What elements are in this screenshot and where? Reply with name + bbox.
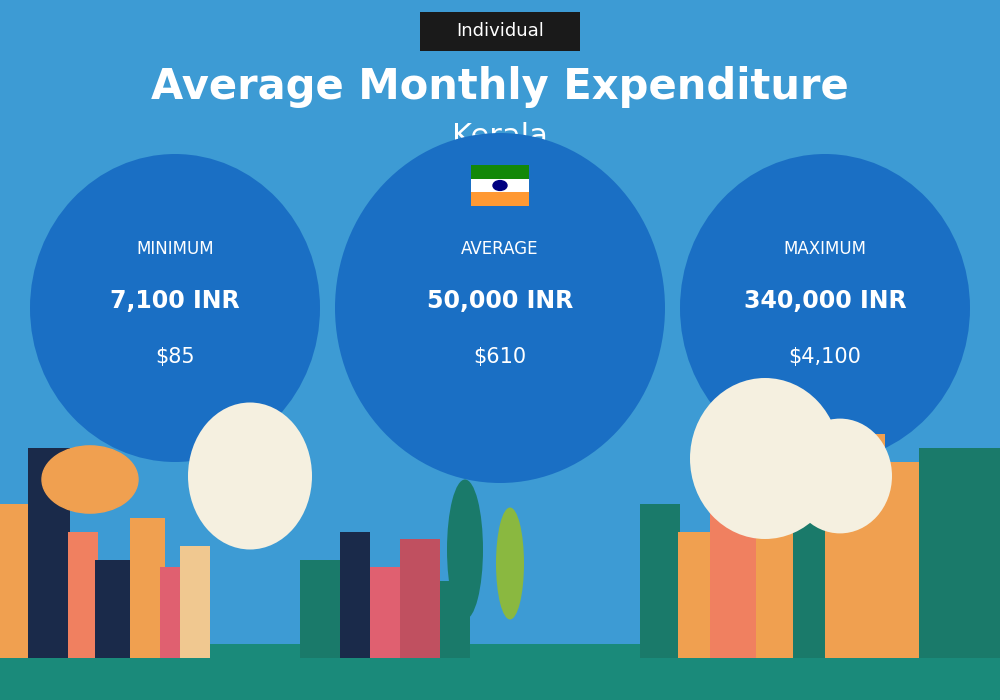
Text: $4,100: $4,100 xyxy=(789,347,861,367)
Ellipse shape xyxy=(496,508,524,620)
Text: AVERAGE: AVERAGE xyxy=(461,239,539,258)
Bar xyxy=(28,448,70,658)
Ellipse shape xyxy=(788,419,892,533)
Bar xyxy=(340,532,370,658)
Text: MAXIMUM: MAXIMUM xyxy=(784,239,866,258)
Ellipse shape xyxy=(335,133,665,483)
Bar xyxy=(370,567,405,658)
FancyBboxPatch shape xyxy=(420,12,580,51)
Ellipse shape xyxy=(447,480,483,620)
Text: Average Monthly Expenditure: Average Monthly Expenditure xyxy=(151,66,849,108)
Bar xyxy=(471,165,529,178)
Text: Kerala: Kerala xyxy=(452,122,548,151)
Ellipse shape xyxy=(188,402,312,550)
Text: Individual: Individual xyxy=(456,22,544,41)
Bar xyxy=(919,448,1000,658)
Bar xyxy=(180,546,210,658)
Bar xyxy=(160,567,185,658)
Text: 7,100 INR: 7,100 INR xyxy=(110,289,240,313)
Bar xyxy=(400,539,440,658)
Text: $85: $85 xyxy=(155,347,195,367)
Bar xyxy=(882,462,922,658)
Circle shape xyxy=(493,181,507,190)
Text: 340,000 INR: 340,000 INR xyxy=(744,289,906,313)
Bar xyxy=(756,483,796,658)
Circle shape xyxy=(42,446,138,513)
Bar xyxy=(0,644,1000,700)
Bar xyxy=(440,581,470,658)
Text: $610: $610 xyxy=(473,347,527,367)
Bar xyxy=(793,518,828,658)
Ellipse shape xyxy=(690,378,840,539)
Ellipse shape xyxy=(680,154,970,462)
Bar xyxy=(678,532,713,658)
Bar xyxy=(68,532,98,658)
Bar xyxy=(825,434,885,658)
Bar xyxy=(710,448,760,658)
Bar xyxy=(471,193,529,206)
Ellipse shape xyxy=(30,154,320,462)
Text: 50,000 INR: 50,000 INR xyxy=(427,289,573,313)
Circle shape xyxy=(713,433,797,491)
Bar xyxy=(300,560,340,658)
Bar xyxy=(640,504,680,658)
Bar xyxy=(130,518,165,658)
Bar xyxy=(0,504,30,658)
Text: MINIMUM: MINIMUM xyxy=(136,239,214,258)
Bar xyxy=(471,178,529,192)
Bar xyxy=(95,560,133,658)
